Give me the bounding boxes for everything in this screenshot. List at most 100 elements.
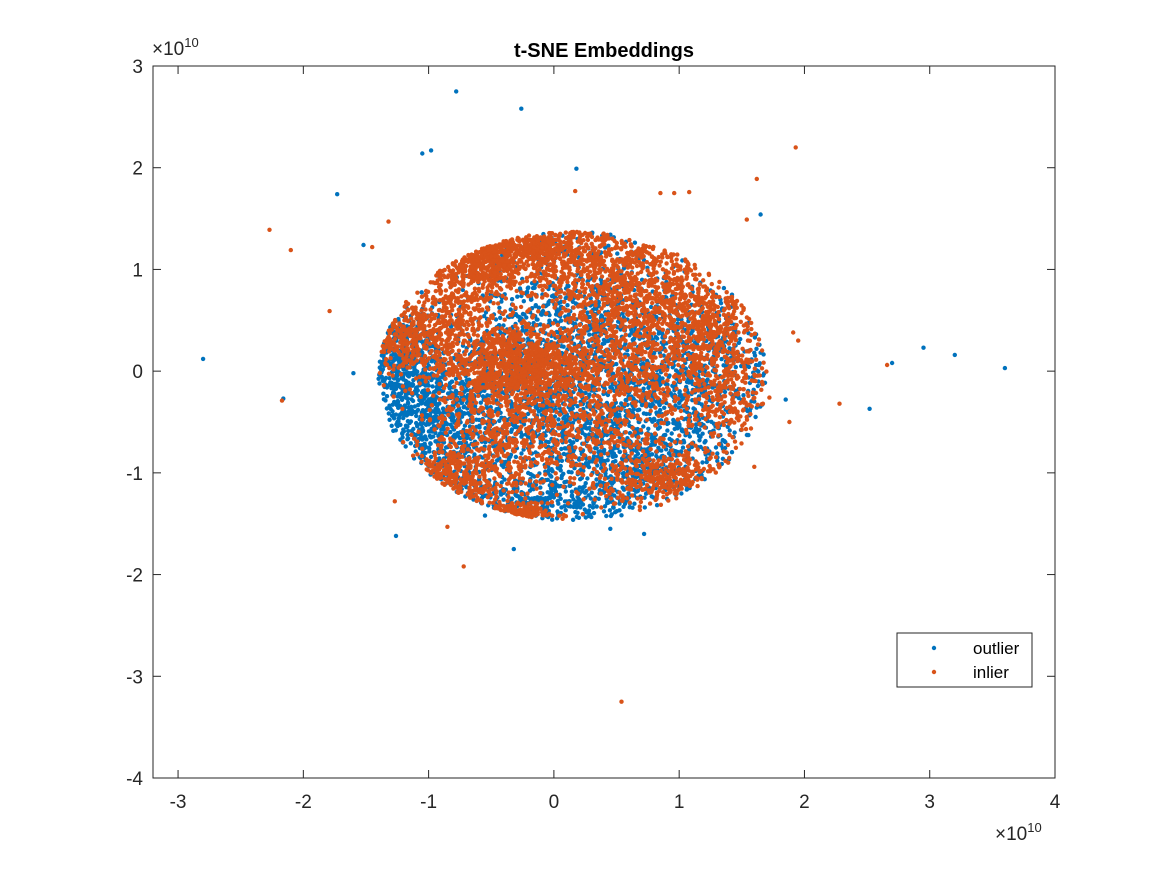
point-inlier: [481, 259, 486, 265]
point-outlier: [662, 405, 667, 410]
point-inlier: [470, 264, 475, 270]
point-outlier: [483, 440, 488, 445]
point-outlier: [474, 424, 479, 430]
point-outlier: [449, 379, 455, 384]
point-outlier: [700, 460, 705, 465]
point-outlier: [704, 459, 709, 465]
point-outlier: [646, 426, 651, 431]
point-inlier: [516, 271, 521, 276]
point-outlier: [511, 546, 516, 552]
point-outlier: [409, 411, 414, 417]
point-outlier: [387, 417, 392, 422]
point-outlier: [733, 364, 738, 370]
point-outlier: [395, 400, 401, 405]
point-outlier: [669, 431, 674, 436]
point-outlier: [412, 404, 417, 409]
point-outlier: [415, 424, 420, 429]
point-outlier: [649, 452, 655, 457]
point-outlier: [630, 505, 635, 510]
point-outlier: [497, 418, 502, 423]
point-outlier: [390, 409, 395, 414]
point-outlier: [649, 494, 654, 499]
point-outlier: [461, 405, 466, 410]
point-outlier: [437, 431, 443, 436]
point-outlier: [482, 513, 488, 518]
point-outlier: [438, 375, 443, 380]
point-outlier: [632, 501, 637, 506]
point-outlier: [634, 489, 639, 494]
point-outlier: [482, 314, 487, 319]
point-outlier: [744, 432, 750, 438]
point-outlier: [565, 303, 570, 308]
point-outlier: [635, 408, 640, 413]
point-outlier: [519, 451, 524, 456]
point-outlier: [444, 421, 450, 427]
point-outlier: [390, 402, 395, 407]
point-outlier: [741, 393, 746, 398]
point-outlier: [361, 242, 366, 248]
point-outlier: [557, 465, 563, 471]
point-outlier: [696, 433, 702, 439]
point-outlier: [454, 89, 459, 94]
point-outlier: [556, 484, 562, 489]
point-outlier: [404, 380, 410, 385]
point-outlier: [376, 376, 381, 381]
point-outlier: [420, 151, 425, 156]
point-outlier: [594, 504, 599, 509]
point-outlier: [399, 397, 405, 402]
point-outlier: [654, 503, 660, 508]
point-outlier: [494, 458, 500, 463]
point-outlier: [405, 432, 410, 438]
point-inlier: [443, 288, 449, 293]
point-outlier: [400, 435, 405, 440]
point-outlier: [644, 411, 649, 417]
point-outlier: [530, 285, 536, 291]
point-outlier: [593, 445, 598, 451]
point-outlier: [513, 454, 519, 460]
point-outlier: [485, 393, 490, 398]
point-outlier: [532, 282, 538, 287]
point-outlier: [538, 485, 543, 490]
point-inlier: [428, 280, 433, 285]
point-inlier: [491, 244, 496, 249]
point-outlier: [395, 378, 401, 383]
point-outlier: [666, 420, 671, 426]
point-outlier: [419, 421, 425, 427]
point-outlier: [387, 376, 392, 381]
point-outlier: [574, 505, 579, 510]
point-outlier: [658, 407, 663, 413]
point-outlier: [462, 411, 468, 416]
point-outlier: [432, 414, 437, 419]
point-outlier: [606, 243, 611, 248]
point-outlier: [514, 493, 519, 498]
point-inlier: [532, 279, 537, 284]
point-inlier: [567, 234, 573, 240]
point-outlier: [478, 400, 483, 405]
point-outlier: [408, 419, 414, 424]
point-outlier: [559, 446, 564, 452]
point-outlier: [952, 352, 957, 358]
point-outlier: [617, 508, 622, 513]
point-outlier: [574, 166, 579, 171]
point-inlier: [534, 234, 540, 239]
point-outlier: [430, 384, 435, 389]
point-outlier: [607, 508, 613, 513]
point-outlier: [691, 429, 696, 434]
point-inlier: [470, 253, 475, 259]
point-outlier: [384, 406, 390, 411]
point-outlier: [401, 415, 406, 421]
point-outlier: [563, 489, 568, 494]
point-outlier: [580, 502, 586, 507]
point-outlier: [577, 485, 582, 490]
point-outlier: [536, 305, 542, 310]
point-outlier: [545, 490, 550, 495]
point-outlier: [655, 426, 661, 431]
point-outlier: [722, 389, 728, 395]
point-outlier: [641, 531, 647, 537]
point-outlier: [642, 505, 647, 510]
point-inlier: [598, 332, 604, 337]
point-outlier: [540, 308, 546, 314]
point-outlier: [525, 411, 531, 417]
point-outlier: [657, 401, 662, 407]
point-outlier: [783, 397, 788, 402]
